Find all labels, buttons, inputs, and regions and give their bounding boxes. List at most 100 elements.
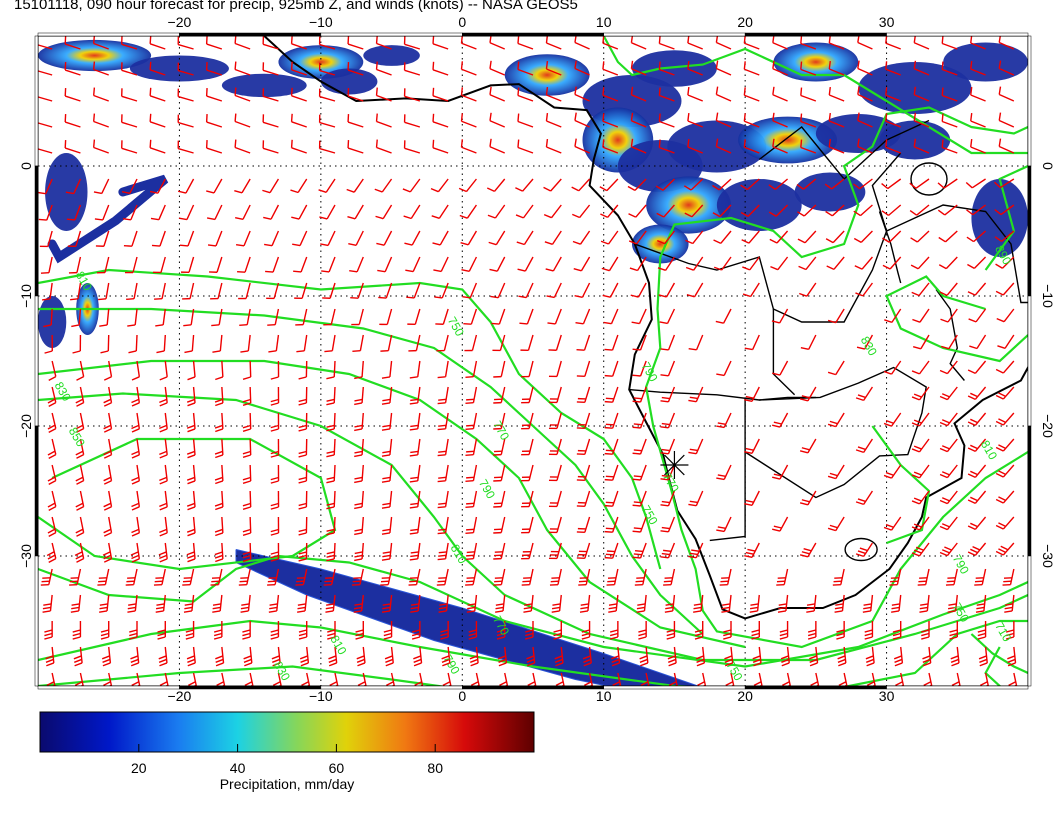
wind-barb xyxy=(154,282,166,300)
wind-barb xyxy=(939,516,958,531)
wind-barb xyxy=(47,464,57,485)
wind-barb xyxy=(73,646,83,667)
wind-barb xyxy=(465,464,478,483)
lake-victoria-outline xyxy=(910,162,948,196)
wind-barb xyxy=(602,87,619,102)
wind-barb xyxy=(131,516,141,537)
wind-barb xyxy=(103,516,113,537)
lat-tick-label-right: 0 xyxy=(1040,162,1056,170)
wind-barb xyxy=(683,178,704,191)
wind-barb xyxy=(434,282,449,299)
wind-barb xyxy=(837,646,847,667)
wind-barb xyxy=(857,36,873,50)
wind-barb xyxy=(375,113,392,128)
wind-barb xyxy=(262,114,279,128)
wind-barb xyxy=(469,646,479,667)
wind-barb xyxy=(966,204,986,216)
wind-barb xyxy=(939,282,958,296)
wind-barb xyxy=(687,86,703,102)
wind-barb xyxy=(630,86,647,102)
wind-barb xyxy=(713,230,732,244)
wind-barb xyxy=(749,594,760,613)
wind-barb xyxy=(295,568,308,586)
lon-tick-label-bottom: 0 xyxy=(458,688,466,704)
lon-tick-label-top: 0 xyxy=(458,14,466,30)
wind-barb xyxy=(521,464,534,482)
wind-barb xyxy=(270,464,280,484)
wind-barb xyxy=(967,256,987,270)
wind-barb xyxy=(234,61,251,76)
wind-barb xyxy=(458,178,477,193)
lon-tick-label-bottom: 10 xyxy=(596,688,612,704)
wind-barb xyxy=(743,113,760,128)
wind-barb xyxy=(493,412,506,430)
lon-tick-label-bottom: 30 xyxy=(879,688,895,704)
wind-barb xyxy=(404,230,421,246)
wind-barb xyxy=(636,594,647,613)
wind-barb xyxy=(185,621,195,640)
wind-barb xyxy=(632,438,647,455)
frame-bar xyxy=(1027,425,1032,557)
wind-barb xyxy=(941,61,958,76)
wind-barb xyxy=(92,113,109,128)
wind-barb xyxy=(490,282,506,299)
wind-barb xyxy=(768,178,789,190)
wind-barb xyxy=(436,568,449,586)
wind-barb xyxy=(375,204,393,220)
frame-bar xyxy=(462,685,604,690)
wind-barb xyxy=(967,464,987,478)
precip-cell xyxy=(504,54,590,96)
wind-barb xyxy=(375,139,392,154)
wind-barb xyxy=(828,60,845,76)
wind-barb xyxy=(772,112,788,128)
wind-barb xyxy=(299,646,310,667)
wind-barb xyxy=(923,672,933,686)
height-contour xyxy=(970,633,1028,674)
wind-barb xyxy=(664,594,676,613)
wind-barb xyxy=(351,308,364,326)
wind-barb xyxy=(694,621,704,640)
wind-barb xyxy=(807,621,817,640)
wind-barb xyxy=(883,412,902,427)
wind-barb xyxy=(460,36,477,50)
wind-barb xyxy=(838,672,848,686)
colorbar-tick-label: 20 xyxy=(131,760,147,776)
wind-barb xyxy=(214,412,224,433)
wind-barb xyxy=(547,308,562,325)
wind-barb xyxy=(177,88,194,102)
height-contour xyxy=(38,392,1028,662)
wind-barb xyxy=(385,672,396,686)
wind-barb xyxy=(38,148,53,154)
wind-barb xyxy=(493,568,506,586)
wind-barb xyxy=(489,86,505,102)
wind-barb xyxy=(45,646,55,667)
wind-barb xyxy=(881,204,902,216)
precip-cell xyxy=(221,73,307,98)
wind-barb xyxy=(630,36,647,50)
wind-barb xyxy=(911,438,930,453)
wind-barb xyxy=(660,464,676,481)
wind-barb xyxy=(38,204,53,221)
wind-barb xyxy=(611,646,621,667)
wind-barb xyxy=(326,542,336,562)
wind-barb xyxy=(827,308,845,324)
wind-barb xyxy=(262,88,279,102)
wind-barb xyxy=(38,44,53,50)
wind-barb xyxy=(64,36,81,50)
wind-barb xyxy=(658,113,675,128)
wind-barb xyxy=(46,672,56,686)
wind-barb xyxy=(270,386,280,406)
wind-barb xyxy=(938,256,958,270)
wind-barb xyxy=(882,256,902,270)
wind-barb xyxy=(969,334,987,350)
wind-barb xyxy=(968,308,987,323)
contour-label: 810 xyxy=(978,438,1000,463)
wind-barb xyxy=(713,256,732,271)
wind-barb xyxy=(526,646,536,667)
wind-barb xyxy=(715,86,732,102)
wind-barb xyxy=(949,621,958,640)
wind-barb xyxy=(158,542,168,563)
wind-barb xyxy=(380,568,393,586)
wind-barb xyxy=(186,464,196,485)
wind-barb xyxy=(46,542,57,563)
